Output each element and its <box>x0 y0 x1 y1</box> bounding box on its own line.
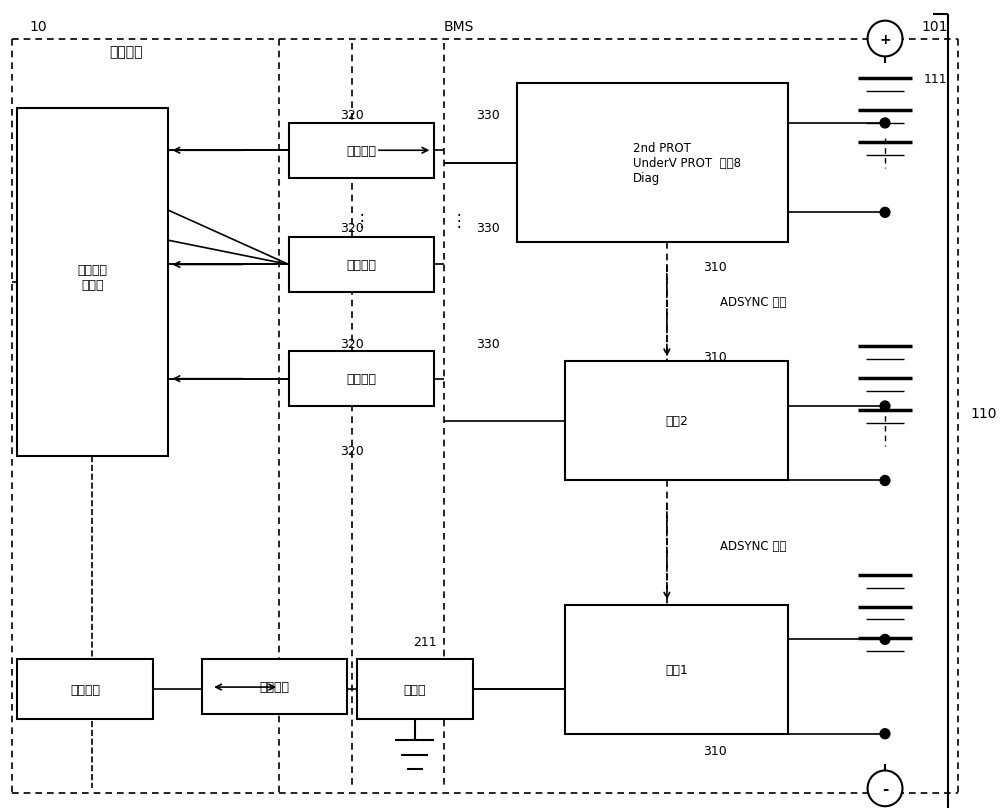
Text: 310: 310 <box>703 261 727 274</box>
Text: ⋮: ⋮ <box>353 212 370 230</box>
FancyBboxPatch shape <box>517 84 788 242</box>
Text: BMS: BMS <box>443 19 474 33</box>
FancyBboxPatch shape <box>202 659 347 714</box>
Text: 10: 10 <box>30 19 48 33</box>
Circle shape <box>880 119 890 129</box>
Text: +: + <box>879 32 891 46</box>
Text: 紧急情况
处理器: 紧急情况 处理器 <box>77 264 107 291</box>
Circle shape <box>880 729 890 739</box>
FancyBboxPatch shape <box>17 109 168 456</box>
Text: 101: 101 <box>922 19 948 33</box>
Text: 主单册: 主单册 <box>404 683 426 696</box>
FancyBboxPatch shape <box>565 362 788 481</box>
Text: 330: 330 <box>476 337 499 350</box>
FancyBboxPatch shape <box>289 352 434 406</box>
Text: 光耦合器: 光耦合器 <box>346 259 376 272</box>
Text: ADSYNC 信号: ADSYNC 信号 <box>720 539 787 551</box>
Text: 330: 330 <box>476 221 499 234</box>
Text: 320: 320 <box>340 444 364 457</box>
Text: 光耦合器: 光耦合器 <box>346 373 376 386</box>
Text: ⋮: ⋮ <box>450 212 467 230</box>
Text: 310: 310 <box>703 350 727 363</box>
Text: -: - <box>882 781 888 796</box>
Text: 111: 111 <box>924 73 947 86</box>
Text: 2nd PROT
UnderV PROT  单册8
Diag: 2nd PROT UnderV PROT 单册8 Diag <box>633 142 741 185</box>
Circle shape <box>880 476 890 486</box>
Text: 外部设备: 外部设备 <box>109 45 143 59</box>
FancyBboxPatch shape <box>17 659 153 719</box>
Text: 主处理器: 主处理器 <box>70 683 100 696</box>
Text: 320: 320 <box>340 221 364 234</box>
Text: 310: 310 <box>703 744 727 757</box>
Text: ADSYNC 信号: ADSYNC 信号 <box>720 296 787 309</box>
Text: 211: 211 <box>413 635 436 648</box>
Text: 110: 110 <box>970 407 997 421</box>
FancyBboxPatch shape <box>357 659 473 719</box>
Circle shape <box>868 22 902 58</box>
Text: 光耦合器: 光耦合器 <box>346 144 376 157</box>
Circle shape <box>880 635 890 645</box>
Text: 单册1: 单册1 <box>665 663 688 676</box>
Text: 320: 320 <box>340 109 364 122</box>
Text: 光耦合器: 光耦合器 <box>259 680 289 693</box>
FancyBboxPatch shape <box>565 605 788 734</box>
Circle shape <box>880 208 890 218</box>
Circle shape <box>868 770 902 806</box>
Text: 320: 320 <box>340 337 364 350</box>
FancyBboxPatch shape <box>289 238 434 293</box>
Text: 330: 330 <box>476 109 499 122</box>
Text: 单册2: 单册2 <box>665 415 688 428</box>
Circle shape <box>880 401 890 411</box>
FancyBboxPatch shape <box>289 124 434 178</box>
